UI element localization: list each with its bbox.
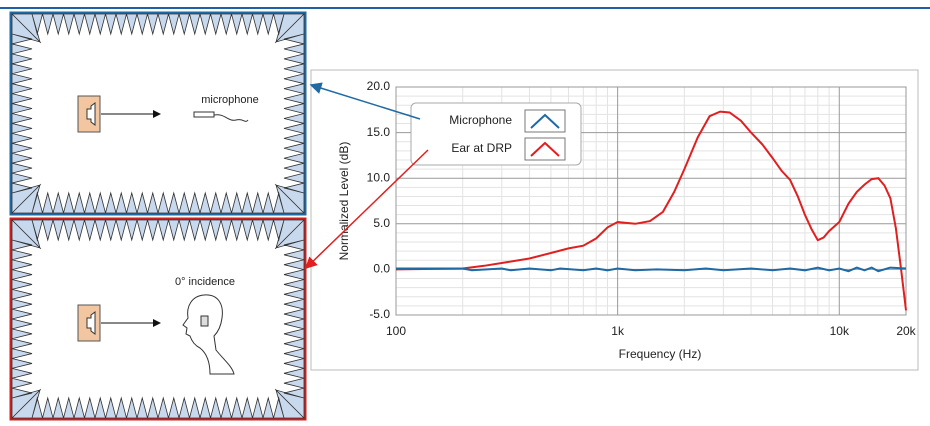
x-tick-label: 10k bbox=[830, 324, 850, 338]
y-tick-label: 0.0 bbox=[373, 262, 390, 276]
microphone-icon bbox=[193, 111, 215, 118]
ear-panel bbox=[9, 217, 307, 421]
y-tick-label: 20.0 bbox=[367, 79, 391, 93]
series-line bbox=[395, 110, 907, 311]
x-tick-label: 20k bbox=[896, 324, 916, 338]
wedge bbox=[11, 219, 305, 419]
callout-arrow bbox=[309, 82, 421, 120]
callout-arrow bbox=[304, 149, 429, 270]
series-line bbox=[396, 266, 907, 273]
ear-sim bbox=[200, 315, 209, 327]
speaker-cone bbox=[86, 102, 96, 126]
legend-swatch-box bbox=[524, 137, 566, 161]
head bbox=[182, 294, 235, 375]
diagram-label: 0° incidence bbox=[175, 276, 235, 288]
y-tick-label: -5.0 bbox=[369, 307, 390, 321]
legend-label: Microphone bbox=[449, 113, 512, 127]
speaker-cone bbox=[86, 311, 96, 335]
x-axis-label: Frequency (Hz) bbox=[619, 347, 702, 361]
wedges bbox=[11, 13, 305, 214]
x-tick-label: 100 bbox=[386, 324, 406, 338]
y-tick-label: 10.0 bbox=[367, 170, 391, 184]
legend-swatch-box bbox=[524, 109, 566, 133]
plot bbox=[395, 110, 907, 311]
wedge bbox=[11, 13, 305, 214]
y-tick-label: 15.0 bbox=[367, 125, 391, 139]
legend-label: Ear at DRP bbox=[451, 141, 512, 155]
diagrams bbox=[9, 11, 307, 421]
wedges bbox=[11, 219, 305, 419]
y-tick-label: 5.0 bbox=[373, 216, 390, 230]
y-axis-label: Normalized Level (dB) bbox=[337, 142, 351, 261]
mic-cable bbox=[213, 114, 249, 122]
legend-swatch bbox=[530, 141, 560, 157]
x-tick-label: 1k bbox=[611, 324, 625, 338]
legend-swatch bbox=[530, 113, 560, 129]
legend: Microphone Ear at DRP bbox=[304, 82, 582, 270]
diagram-label: microphone bbox=[201, 94, 258, 106]
